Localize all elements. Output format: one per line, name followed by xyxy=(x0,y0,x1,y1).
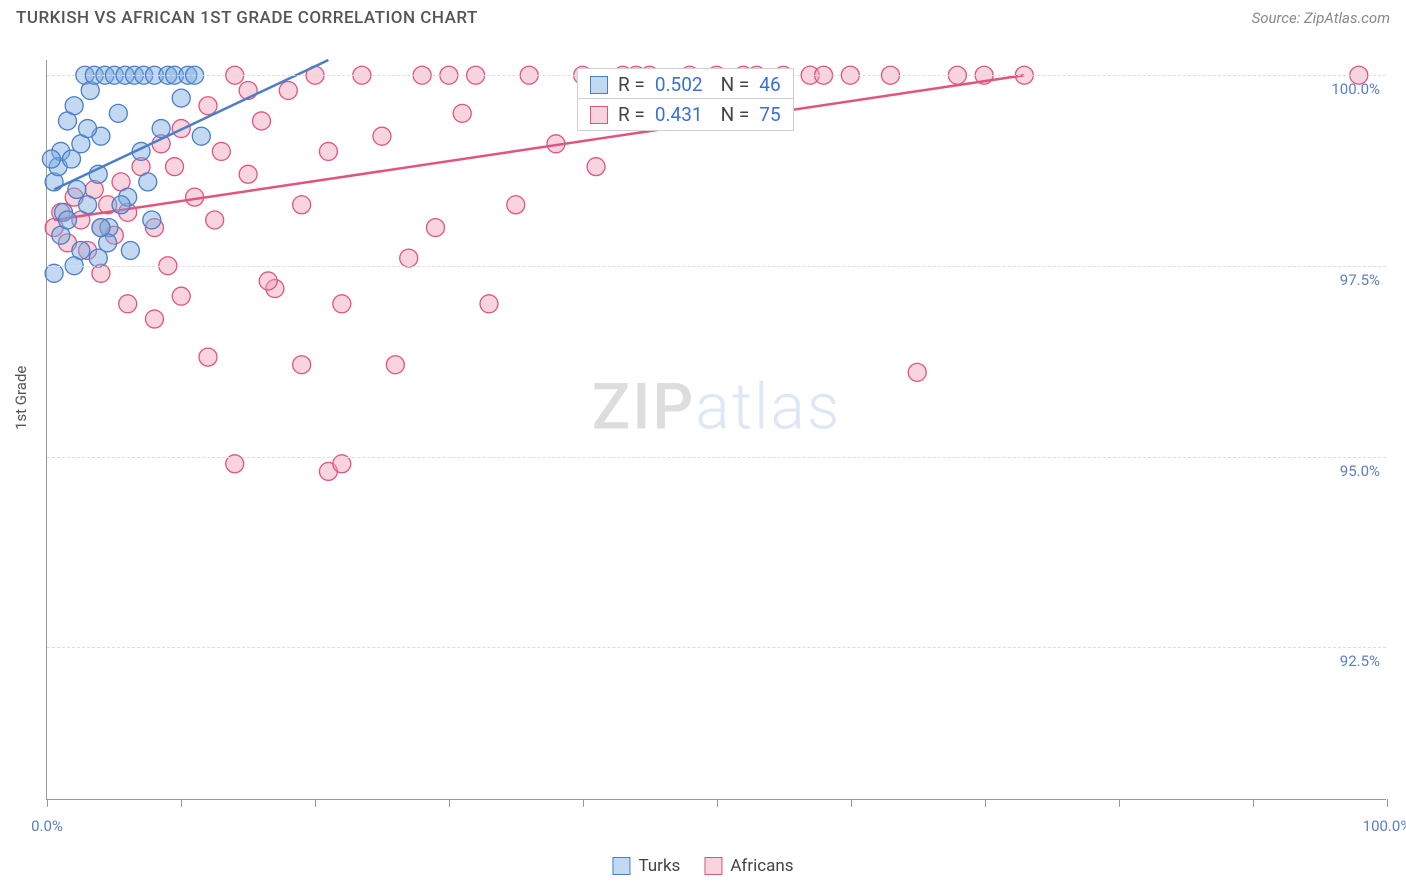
x-tick xyxy=(1119,799,1120,807)
scatter-point xyxy=(172,287,190,305)
x-tick-label: 100.0% xyxy=(1363,817,1406,835)
scatter-point xyxy=(119,295,137,313)
n-label: N = xyxy=(721,103,750,126)
scatter-point xyxy=(65,97,83,115)
scatter-point xyxy=(199,97,217,115)
scatter-point xyxy=(587,158,605,176)
scatter-point xyxy=(58,211,76,229)
scatter-point xyxy=(453,104,471,122)
n-value: 75 xyxy=(759,103,780,126)
scatter-point xyxy=(68,181,86,199)
r-label: R = xyxy=(618,73,645,96)
scatter-point xyxy=(172,89,190,107)
chart-title: TURKISH VS AFRICAN 1ST GRADE CORRELATION… xyxy=(16,8,478,28)
scatter-point xyxy=(480,295,498,313)
x-tick-label: 0.0% xyxy=(31,817,63,835)
scatter-point xyxy=(333,295,351,313)
scatter-point xyxy=(143,211,161,229)
scatter-point xyxy=(92,219,110,237)
x-tick xyxy=(717,799,718,807)
scatter-point xyxy=(192,127,210,145)
legend-swatch-turks xyxy=(612,857,630,875)
x-tick xyxy=(985,799,986,807)
x-tick xyxy=(583,799,584,807)
x-tick xyxy=(181,799,182,807)
scatter-point xyxy=(145,310,163,328)
scatter-point xyxy=(121,241,139,259)
stats-legend-row: R = 0.431 N = 75 xyxy=(577,98,794,131)
gridline-h xyxy=(47,266,1386,267)
scatter-point xyxy=(206,211,224,229)
scatter-point xyxy=(507,196,525,214)
chart-source: Source: ZipAtlas.com xyxy=(1252,9,1390,27)
n-value: 46 xyxy=(759,73,780,96)
r-label: R = xyxy=(618,103,645,126)
scatter-point xyxy=(253,112,271,130)
x-tick xyxy=(449,799,450,807)
scatter-point xyxy=(45,264,63,282)
x-tick xyxy=(315,799,316,807)
legend-swatch-africans xyxy=(704,857,722,875)
stats-swatch xyxy=(590,76,608,94)
y-tick-label: 92.5% xyxy=(1340,652,1380,670)
x-tick xyxy=(851,799,852,807)
gridline-h xyxy=(47,647,1386,648)
scatter-point xyxy=(279,81,297,99)
scatter-point xyxy=(212,142,230,160)
y-axis-label: 1st Grade xyxy=(12,366,30,430)
r-value: 0.502 xyxy=(655,73,703,96)
legend-item-africans: Africans xyxy=(704,856,793,876)
x-tick xyxy=(1387,799,1388,807)
x-tick xyxy=(1253,799,1254,807)
stats-swatch xyxy=(590,106,608,124)
y-tick-label: 100.0% xyxy=(1331,80,1380,98)
x-tick xyxy=(47,799,48,807)
scatter-point xyxy=(79,120,97,138)
scatter-point xyxy=(166,158,184,176)
scatter-point xyxy=(293,356,311,374)
scatter-point xyxy=(72,241,90,259)
n-label: N = xyxy=(721,73,750,96)
scatter-point xyxy=(426,219,444,237)
scatter-point xyxy=(908,363,926,381)
legend-label-turks: Turks xyxy=(638,856,680,876)
scatter-point xyxy=(109,104,127,122)
scatter-svg xyxy=(47,60,1386,799)
scatter-point xyxy=(199,348,217,366)
r-value: 0.431 xyxy=(655,103,703,126)
legend-label-africans: Africans xyxy=(730,856,793,876)
scatter-point xyxy=(386,356,404,374)
scatter-point xyxy=(319,142,337,160)
gridline-h xyxy=(47,457,1386,458)
scatter-point xyxy=(139,173,157,191)
scatter-point xyxy=(400,249,418,267)
scatter-point xyxy=(259,272,277,290)
y-tick-label: 95.0% xyxy=(1340,462,1380,480)
scatter-point xyxy=(293,196,311,214)
legend-item-turks: Turks xyxy=(612,856,680,876)
y-tick-label: 97.5% xyxy=(1340,271,1380,289)
scatter-point xyxy=(79,196,97,214)
bottom-legend: Turks Africans xyxy=(612,856,793,876)
scatter-point xyxy=(42,150,60,168)
scatter-point xyxy=(112,196,130,214)
stats-legend-row: R = 0.502 N = 46 xyxy=(577,68,794,101)
chart-plot-area: ZIPatlas 100.0%97.5%95.0%92.5%0.0%100.0%… xyxy=(46,60,1386,800)
trend-line xyxy=(54,75,1024,220)
scatter-point xyxy=(239,165,257,183)
scatter-point xyxy=(373,127,391,145)
